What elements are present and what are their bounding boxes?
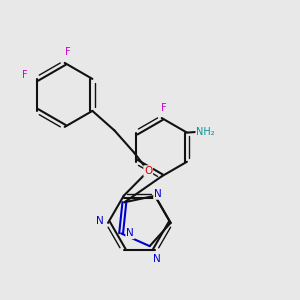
Text: N: N xyxy=(153,254,160,264)
Text: N: N xyxy=(154,189,162,199)
Text: N: N xyxy=(126,228,134,239)
Text: F: F xyxy=(22,70,27,80)
Text: NH₂: NH₂ xyxy=(196,127,215,137)
Text: O: O xyxy=(144,166,152,176)
Text: F: F xyxy=(161,103,166,113)
Text: N: N xyxy=(96,216,104,226)
Text: F: F xyxy=(65,47,70,57)
